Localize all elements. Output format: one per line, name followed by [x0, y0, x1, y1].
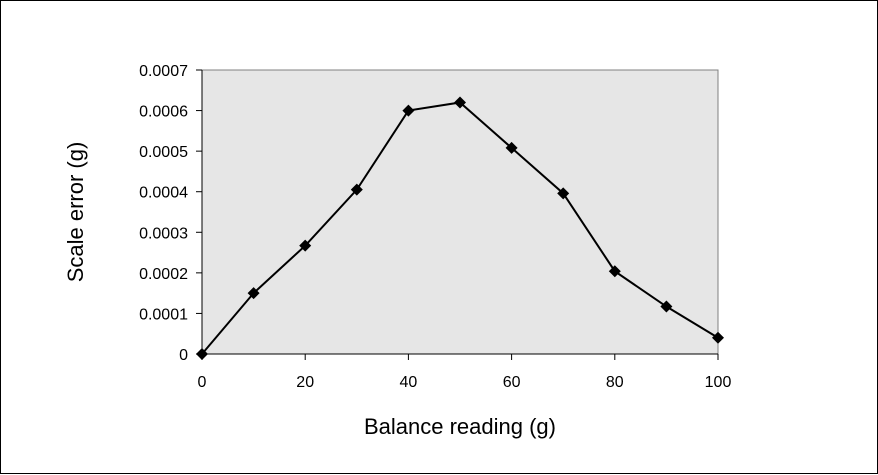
series-layer: [196, 96, 724, 360]
y-tick-label: 0.0004: [139, 185, 188, 202]
data-point-marker: [402, 104, 415, 117]
x-tick-label: 80: [606, 374, 624, 391]
data-point-marker: [557, 187, 570, 200]
x-axis-title: Balance reading (g): [364, 414, 556, 439]
data-point-marker: [454, 96, 466, 109]
data-point-marker: [660, 300, 673, 313]
data-point-marker: [247, 287, 260, 300]
data-point-marker: [712, 331, 724, 344]
x-axis-ticks: 0 20 40 60 80 100: [198, 354, 732, 391]
x-tick-label: 100: [705, 374, 732, 391]
x-tick-label: 40: [400, 374, 418, 391]
x-tick-label: 60: [503, 374, 521, 391]
x-tick-label: 20: [296, 374, 314, 391]
y-tick-label: 0.0002: [139, 266, 188, 283]
data-point-marker: [196, 348, 208, 360]
y-axis-title: Scale error (g): [63, 142, 88, 283]
y-tick-label: 0.0001: [139, 306, 188, 323]
y-tick-label: 0: [179, 347, 188, 364]
plot-area: [201, 69, 719, 355]
x-tick-label: 0: [198, 374, 207, 391]
data-point-marker: [505, 141, 518, 154]
data-point-marker: [350, 183, 363, 196]
y-tick-label: 0.0005: [139, 144, 188, 161]
axes: [201, 70, 718, 355]
y-tick-label: 0.0006: [139, 104, 188, 121]
data-point-marker: [299, 239, 312, 252]
y-tick-label: 0.0007: [139, 63, 188, 80]
y-axis-ticks: 0 0.0001 0.0002 0.0003 0.0004 0.0005 0.0006 0.0…: [139, 63, 202, 364]
data-point-marker: [608, 265, 621, 278]
y-tick-label: 0.0003: [139, 225, 188, 242]
